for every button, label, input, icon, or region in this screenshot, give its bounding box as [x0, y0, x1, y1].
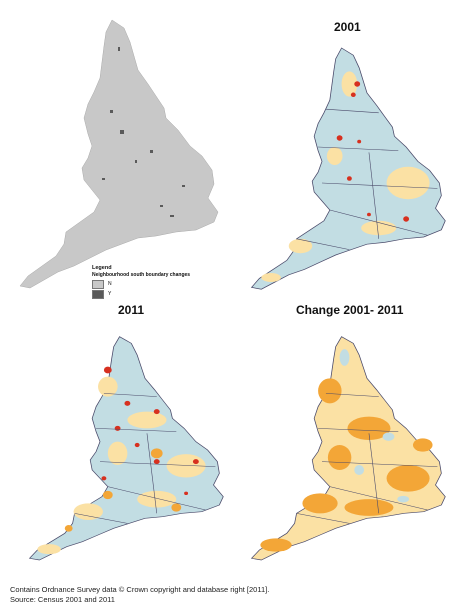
copyright-notice: Contains Ordnance Survey data © Crown co… [10, 585, 270, 594]
map-2011 [29, 336, 224, 561]
map-title-2011: 2011 [118, 303, 145, 317]
boundary-change-patches [102, 47, 185, 217]
map-2001-panel [232, 30, 457, 300]
source-note: Source: Census 2001 and 2011 [10, 595, 115, 604]
legend: Legend Neighbourhood south boundary chan… [92, 265, 190, 299]
boundary-change-map [19, 19, 219, 289]
legend-swatch-n [92, 279, 104, 289]
legend-title: Legend [92, 265, 112, 271]
orange-areas [260, 378, 433, 552]
map-2001 [251, 47, 446, 290]
legend-subtitle: Neighbourhood south boundary changes [92, 272, 191, 278]
region-borders [296, 393, 438, 524]
map-title-change: Change 2001- 2011 [296, 303, 404, 317]
legend-swatch-y [92, 289, 104, 299]
red-areas [101, 366, 199, 495]
orange-areas [64, 448, 182, 532]
legend-label-n: N [108, 281, 112, 287]
legend-item-y: Y [92, 289, 190, 299]
legend-label-y: Y [108, 291, 112, 297]
cream-areas [261, 71, 430, 282]
blue-areas [339, 349, 410, 503]
footer: Contains Ordnance Survey data © Crown co… [10, 585, 269, 605]
map-title-2001: 2001 [334, 20, 361, 34]
map-change-panel [232, 320, 457, 570]
region-borders [296, 108, 438, 250]
boundary-change-map-panel: Legend Neighbourhood south boundary chan… [0, 0, 230, 300]
legend-item-n: N [92, 279, 190, 289]
region-borders [74, 393, 216, 524]
map-2011-panel [10, 320, 235, 570]
red-areas [336, 81, 410, 222]
map-change [251, 336, 446, 561]
